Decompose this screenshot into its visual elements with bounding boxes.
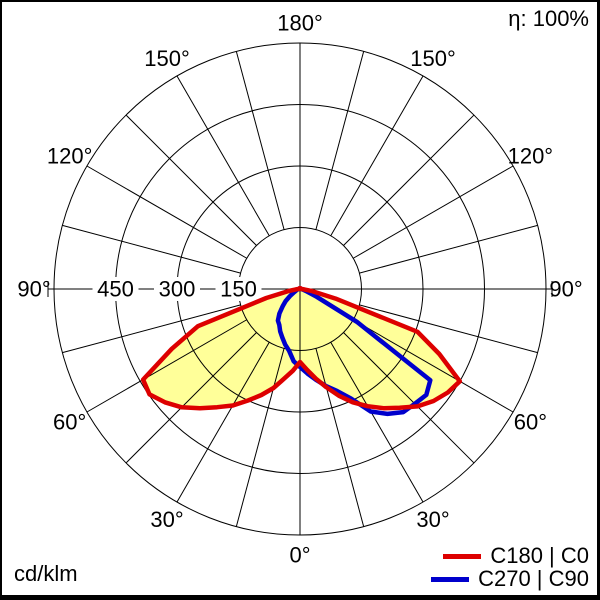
grid-radial-line [125,114,257,246]
grid-radial-line [235,348,285,527]
grid-radial-line [343,332,475,464]
legend: C180 | C0 C270 | C90 [431,545,589,590]
angle-label-30-r: 30° [416,507,449,532]
grid-radial-line [315,348,365,527]
distribution-fill-layer [143,288,460,409]
grid-radial-line [176,342,270,503]
angle-label-120-l: 120° [47,144,93,169]
angle-label-30-l: 30° [150,507,183,532]
c270-c90-line-swatch [431,576,470,582]
grid-radial-line [359,304,538,354]
angle-label-60-l: 60° [53,410,86,435]
grid-radial-line [315,51,365,230]
angle-label-150-r: 150° [410,46,456,71]
radial-tick-label-300: 300 [159,277,196,302]
angle-labels: 0° 30° 30° 60° 60° 90° 90° 120° 120° 150° 150° 180° [17,11,582,568]
efficiency-label: η: 100% [508,6,589,31]
legend-item-c270-c90: C270 | C90 [431,568,589,590]
grid-radial-line [330,342,424,503]
grid-radial-line [235,51,285,230]
c180-c0-line-swatch [443,553,482,559]
radial-tick-label-150: 150 [220,277,257,302]
grid-radial-line [359,224,538,274]
units-label: cd/klm [14,561,78,586]
angle-label-180-r: 180° [277,11,323,36]
grid-radial-line [353,165,514,259]
angle-label-0-r: 0° [289,543,310,568]
grid-radial-line [62,304,241,354]
polar-grid [47,42,553,536]
grid-radial-line [330,75,424,236]
legend-label-c180-c0: C180 | C0 [490,543,589,568]
legend-label-c270-c90: C270 | C90 [478,566,589,591]
grid-radial-line [343,114,475,246]
curve-c0-c180 [140,285,463,411]
angle-label-150-l: 150° [144,46,190,71]
radial-tick-labels: 150 300 450 [92,277,262,302]
grid-radial-line [176,75,270,236]
angle-label-120-r: 120° [508,144,554,169]
tick-label-mask [215,277,262,301]
grid-radial-line [62,224,241,274]
radial-tick-label-450: 450 [97,277,134,302]
angle-label-90-l: 90° [17,277,50,302]
curves-layer [140,285,463,417]
series-fill-0 [143,288,460,409]
grid-radial-line [125,332,257,464]
grid-radial-line [86,319,247,413]
grid-radial-line [86,165,247,259]
tick-label-mask [154,277,200,301]
tick-label-mask [92,277,139,301]
legend-item-c180-c0: C180 | C0 [431,545,589,567]
angle-label-90-r: 90° [549,277,582,302]
grid-radial-line [353,319,514,413]
angle-label-60-r: 60° [514,410,547,435]
